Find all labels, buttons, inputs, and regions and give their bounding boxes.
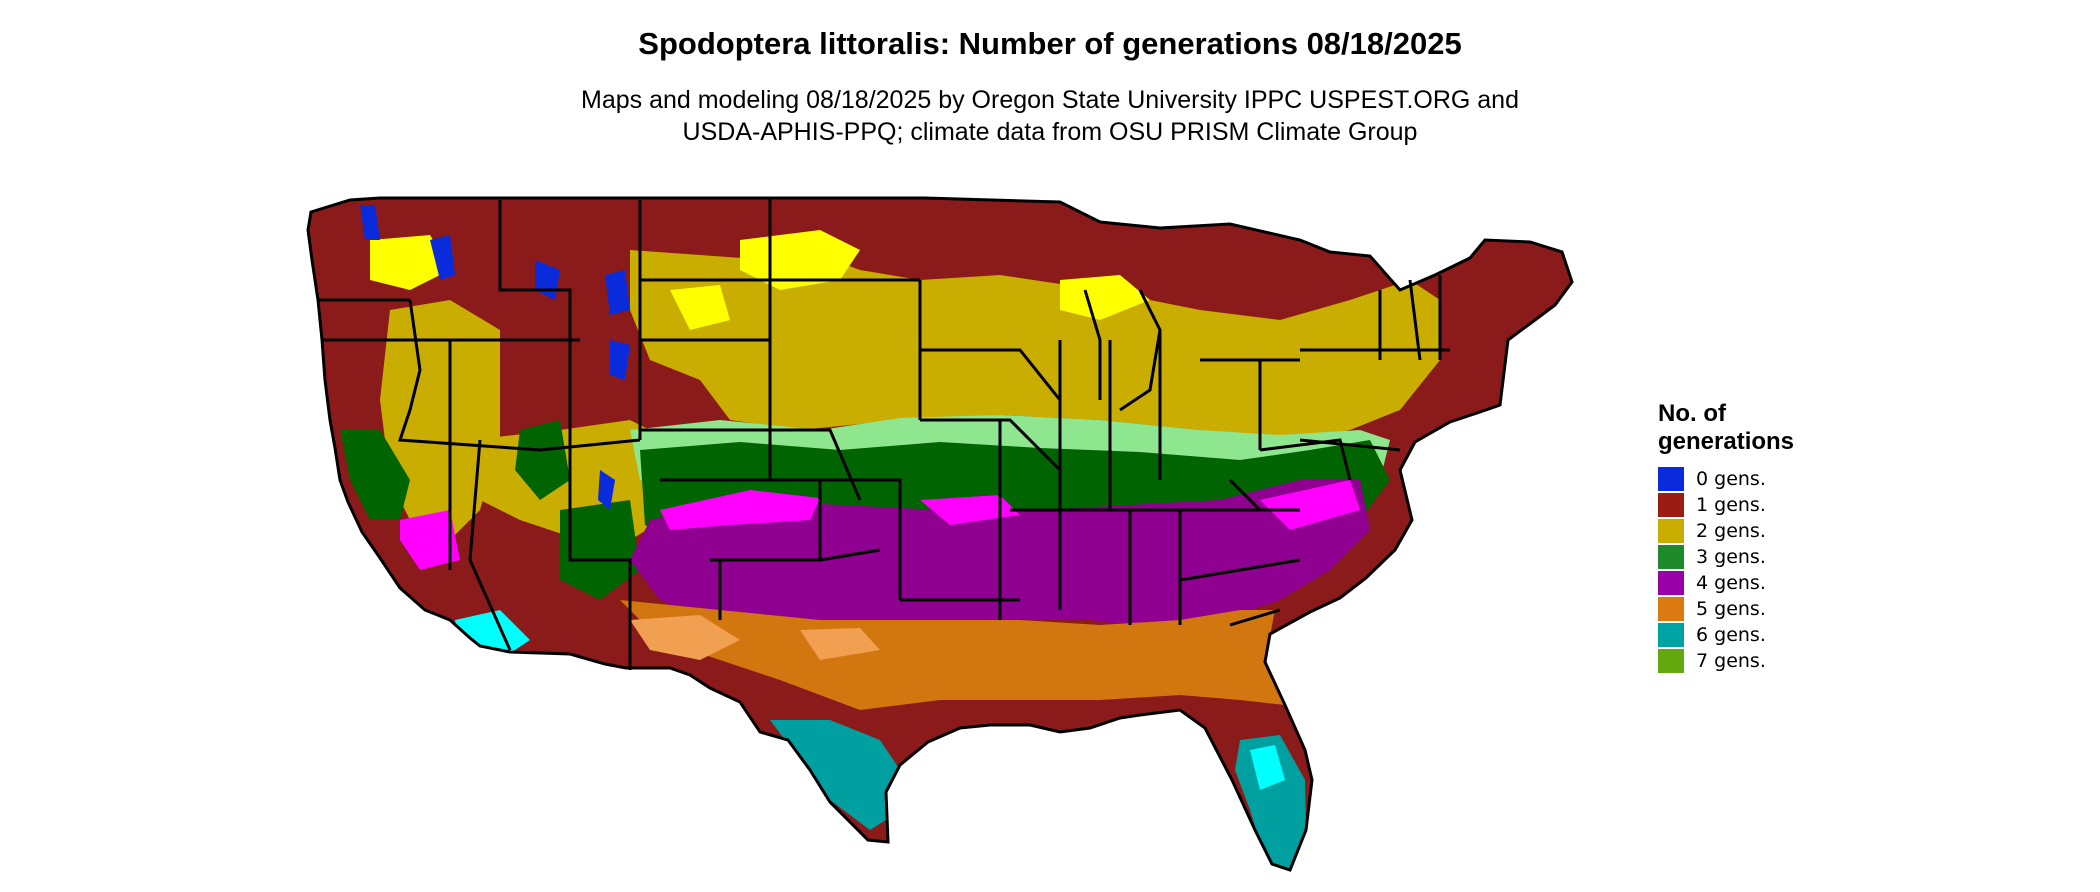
subtitle-line-1: Maps and modeling 08/18/2025 by Oregon S… — [581, 86, 1519, 114]
legend: No. of generations 0 gens. 1 gens. 2 gens.… — [1658, 400, 1794, 674]
map-title: Spodoptera littoralis: Number of generat… — [638, 26, 1462, 61]
legend-item: 6 gens. — [1658, 622, 1794, 648]
legend-swatch — [1658, 623, 1684, 647]
zone-gen2 — [630, 250, 1440, 440]
legend-label: 1 gens. — [1696, 494, 1766, 516]
border-west-lines — [318, 200, 642, 670]
subtitle-line-2: USDA-APHIS-PPQ; climate data from OSU PR… — [682, 118, 1418, 146]
legend-items: 0 gens. 1 gens. 2 gens. 3 gens. 4 gens. 5 gen… — [1658, 466, 1794, 674]
legend-label: 7 gens. — [1696, 650, 1766, 672]
legend-swatch — [1658, 649, 1684, 673]
legend-swatch — [1658, 493, 1684, 517]
legend-title-line-2: generations — [1658, 428, 1795, 455]
border-great-lakes — [1083, 289, 1162, 412]
state-borders — [306, 196, 1574, 872]
border-plains-lines — [640, 198, 1020, 620]
legend-item: 7 gens. — [1658, 648, 1794, 674]
legend-swatch — [1658, 597, 1684, 621]
legend-swatch — [1658, 571, 1684, 595]
generation-zones — [308, 198, 1572, 870]
legend-item: 2 gens. — [1658, 518, 1794, 544]
legend-label: 3 gens. — [1696, 546, 1766, 568]
border-midwest-lines — [918, 280, 1352, 625]
border-east-lines — [1179, 275, 1450, 627]
legend-label: 0 gens. — [1696, 468, 1766, 490]
us-outline — [306, 196, 1574, 872]
legend-item: 1 gens. — [1658, 492, 1794, 518]
zone-gen5 — [620, 600, 1285, 710]
legend-label: 6 gens. — [1696, 624, 1766, 646]
us-generations-map — [306, 196, 1574, 872]
legend-swatch — [1658, 467, 1684, 491]
legend-label: 4 gens. — [1696, 572, 1766, 594]
legend-swatch — [1658, 519, 1684, 543]
legend-title-line-1: No. of — [1658, 400, 1726, 427]
legend-swatch — [1658, 545, 1684, 569]
legend-item: 3 gens. — [1658, 544, 1794, 570]
legend-label: 5 gens. — [1696, 598, 1766, 620]
legend-item: 0 gens. — [1658, 466, 1794, 492]
legend-label: 2 gens. — [1696, 520, 1766, 542]
legend-item: 5 gens. — [1658, 596, 1794, 622]
zone-gen6-tx — [770, 720, 900, 830]
zone-gen5-light — [630, 615, 880, 660]
legend-title: No. of generations — [1658, 400, 1794, 456]
legend-item: 4 gens. — [1658, 570, 1794, 596]
zone-gen6-fl — [1235, 735, 1306, 870]
map-subtitle: Maps and modeling 08/18/2025 by Oregon S… — [0, 84, 2100, 148]
zone-gen3-west — [340, 420, 640, 600]
zone-gen0 — [360, 205, 630, 510]
